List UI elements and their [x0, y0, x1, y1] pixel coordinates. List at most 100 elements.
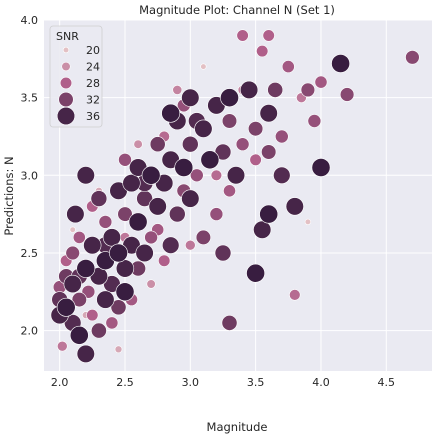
data-point [109, 243, 128, 263]
y-axis-label: Predictions: N [2, 156, 16, 235]
data-point [405, 50, 420, 65]
data-point [122, 174, 141, 193]
data-point [248, 121, 264, 137]
data-point [220, 88, 239, 108]
data-point [96, 290, 115, 309]
data-point [195, 229, 211, 245]
legend-marker [56, 106, 76, 126]
data-point [262, 29, 275, 42]
data-point [114, 345, 123, 354]
data-point [162, 236, 180, 254]
y-tick-labels: 2.0 2.5 3.0 3.5 4.0 [21, 14, 39, 338]
data-point [210, 169, 223, 182]
data-point [146, 279, 156, 289]
x-tick-label: 3.0 [182, 376, 200, 389]
data-point [83, 236, 102, 255]
legend-marker [59, 76, 73, 90]
data-point [249, 153, 262, 166]
y-tick-label: 2.0 [21, 325, 39, 338]
data-point [90, 190, 108, 207]
x-tick-label: 4.5 [378, 376, 396, 389]
data-point [226, 166, 246, 185]
data-point [91, 322, 107, 339]
data-point [185, 239, 196, 251]
legend-marker [61, 61, 71, 72]
y-tick-label: 3.5 [21, 92, 39, 105]
legend-entries: 20 24 28 32 36 [56, 44, 100, 126]
data-point [256, 44, 269, 58]
data-point [281, 60, 295, 73]
data-point [65, 245, 80, 261]
data-point [314, 75, 328, 89]
data-point [200, 63, 207, 70]
data-point [144, 230, 158, 245]
data-point [259, 204, 279, 224]
data-point [110, 299, 127, 316]
data-point [76, 344, 95, 364]
legend-title: SNR [56, 30, 79, 43]
data-point [102, 228, 121, 247]
data-point [105, 316, 119, 330]
data-point [221, 113, 238, 129]
data-point [66, 205, 85, 224]
data-point [223, 184, 236, 198]
data-point [267, 82, 284, 98]
legend-marker [62, 46, 70, 54]
data-point [259, 104, 278, 123]
data-point [115, 282, 135, 302]
legend-label: 20 [86, 44, 100, 57]
data-point [289, 289, 301, 301]
data-point [235, 137, 250, 151]
data-point [56, 340, 68, 352]
y-tick-label: 4.0 [21, 14, 39, 27]
data-point [209, 207, 224, 221]
legend-label: 24 [86, 61, 100, 74]
data-point [86, 309, 99, 322]
data-point [174, 158, 194, 177]
y-tick-label: 2.5 [21, 247, 39, 260]
data-point [261, 144, 277, 160]
data-point [182, 135, 199, 153]
data-point [128, 212, 148, 232]
data-point [311, 158, 331, 177]
data-point [63, 274, 82, 294]
plot-area [44, 20, 432, 371]
data-point [307, 114, 322, 128]
data-point [200, 150, 220, 170]
data-point [300, 82, 316, 98]
legend-label: 36 [86, 110, 100, 123]
data-point [117, 206, 133, 222]
data-point [76, 259, 96, 278]
data-point [141, 165, 161, 185]
data-point [98, 215, 113, 229]
data-point [169, 205, 186, 223]
data-point [273, 166, 291, 185]
data-point [274, 129, 289, 144]
data-point [181, 88, 200, 107]
x-tick-labels: 2.0 2.5 3.0 3.5 4.0 4.5 [51, 376, 395, 389]
data-point [72, 230, 86, 244]
data-point [135, 243, 154, 263]
data-point [172, 85, 183, 95]
data-point [221, 314, 238, 331]
data-point [133, 139, 143, 149]
data-point [158, 254, 171, 267]
x-tick-label: 2.0 [51, 376, 69, 389]
data-point [331, 54, 351, 73]
data-point [253, 220, 272, 239]
data-point [76, 166, 95, 185]
legend: SNR 20 24 28 32 36 [49, 25, 103, 128]
data-point [149, 136, 166, 153]
x-tick-label: 2.5 [116, 376, 134, 389]
data-point [236, 29, 249, 42]
data-point [71, 292, 87, 308]
data-point [56, 297, 76, 317]
data-point [240, 80, 259, 99]
legend-label: 32 [86, 94, 100, 107]
data-point [339, 87, 355, 102]
y-tick-label: 3.0 [21, 169, 39, 182]
data-points [50, 29, 420, 364]
data-point [190, 168, 204, 183]
data-point [214, 244, 232, 262]
